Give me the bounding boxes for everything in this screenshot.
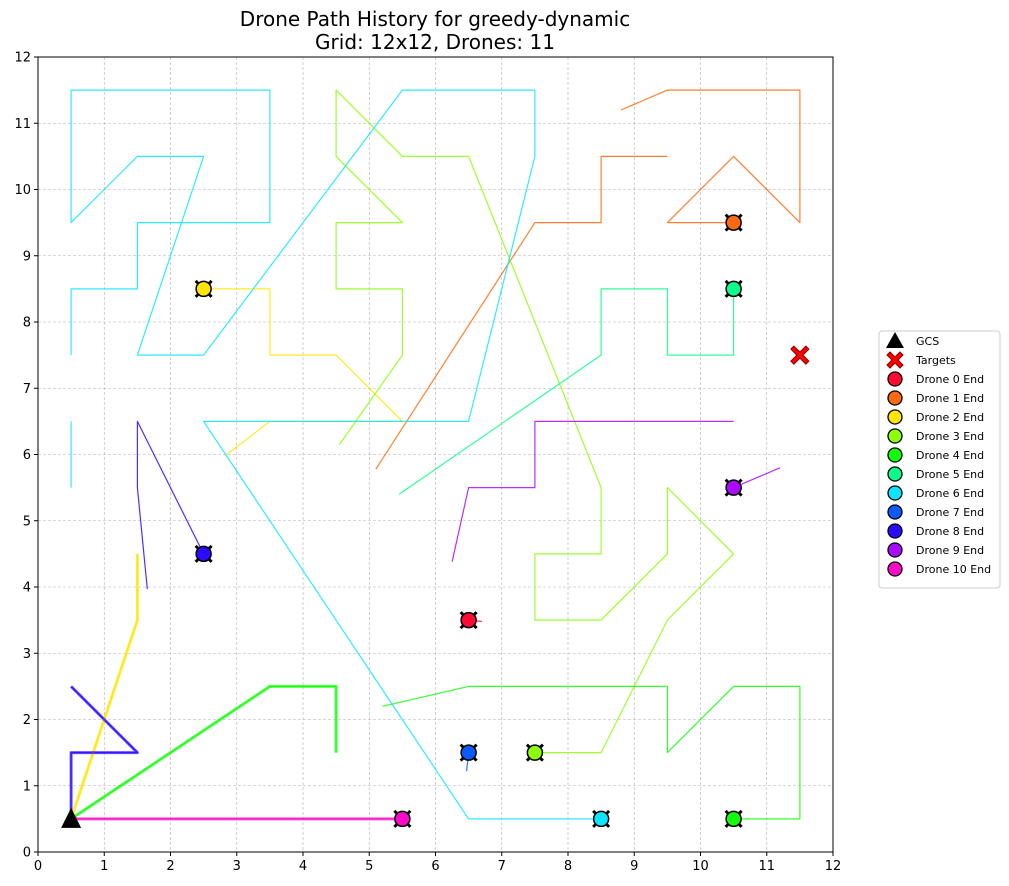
legend-targets-icon	[886, 351, 904, 369]
legend-drone-5-label: Drone 5 End	[916, 468, 984, 481]
drone-9-end-marker	[725, 479, 742, 496]
x-tick-label: 5	[365, 859, 373, 874]
drone-10-end-marker	[394, 810, 411, 828]
legend-drone-0-label: Drone 0 End	[916, 373, 984, 386]
drone-1-end-marker	[725, 214, 742, 231]
drone-2-end-marker	[195, 280, 212, 298]
drone-end-markers	[61, 213, 810, 828]
legend-drone-7-label: Drone 7 End	[916, 506, 984, 519]
x-tick-label: 3	[233, 859, 241, 874]
legend-drone-6-icon	[887, 485, 903, 501]
thick-path-segment	[70, 684, 338, 821]
drone-5-path	[398, 288, 735, 495]
legend: GCS Targets Drone 0 End Drone 1 End Drone 2 …	[878, 330, 1001, 589]
legend-drone-6-label: Drone 6 End	[916, 487, 984, 500]
legend-drone-2-label: Drone 2 End	[916, 411, 984, 424]
chart-subtitle: Grid: 12x12, Drones: 11	[315, 30, 555, 54]
drone-5-end-marker	[725, 280, 742, 298]
legend-targets-label: Targets	[915, 354, 956, 367]
y-tick-label: 1	[23, 779, 31, 794]
y-tick-label: 4	[23, 581, 31, 596]
legend-box	[878, 330, 1001, 589]
y-tick-label: 8	[23, 316, 31, 331]
drone-0-end-marker	[460, 611, 477, 629]
y-tick-label: 10	[14, 183, 31, 198]
legend-drone-5-icon	[887, 466, 903, 482]
legend-drone-3-icon	[887, 428, 903, 444]
y-tick-label: 7	[23, 382, 31, 397]
legend-drone-2-icon	[887, 409, 903, 425]
y-tick-label: 9	[23, 249, 31, 264]
drone-4-end-marker	[725, 810, 742, 828]
drone-8-end-marker	[195, 545, 212, 563]
thick-path-segment	[69, 685, 139, 819]
legend-gcs-icon	[886, 332, 904, 348]
legend-drone-1-icon	[887, 390, 903, 406]
drone-3-end-marker	[526, 744, 544, 761]
drone-6-end-marker	[592, 810, 610, 828]
x-tick-label: 2	[166, 859, 174, 874]
drone-7-end-marker	[460, 744, 477, 761]
y-tick-label: 2	[23, 713, 31, 728]
drone-paths	[69, 89, 801, 821]
x-tick-label: 4	[299, 859, 307, 874]
drone-9-path	[451, 420, 781, 562]
x-tick-label: 1	[100, 859, 108, 874]
legend-drone-3-label: Drone 3 End	[916, 430, 984, 443]
drone-3-path	[335, 89, 735, 754]
y-tick-label: 11	[14, 117, 31, 132]
legend-gcs-label: GCS	[916, 335, 939, 348]
gcs-marker	[61, 807, 82, 828]
legend-drone-7-icon	[887, 504, 903, 520]
target-marker	[790, 345, 810, 365]
chart-title: Drone Path History for greedy-dynamic	[240, 7, 630, 31]
y-tick-label: 12	[14, 51, 31, 66]
legend-drone-9-icon	[887, 542, 903, 558]
y-tick-label: 6	[23, 448, 31, 463]
x-tick-label: 12	[825, 859, 842, 874]
legend-drone-8-label: Drone 8 End	[916, 525, 984, 538]
legend-drone-10-icon	[887, 561, 903, 577]
x-tick-label: 0	[34, 859, 42, 874]
x-tick-label: 8	[564, 859, 572, 874]
legend-drone-10-label: Drone 10 End	[916, 563, 991, 576]
legend-drone-0-icon	[887, 371, 903, 387]
x-tick-label: 7	[498, 859, 506, 874]
x-tick-label: 10	[692, 859, 709, 874]
x-tick-label: 11	[758, 859, 775, 874]
drone-1-path	[375, 89, 801, 470]
legend-drone-4-icon	[887, 447, 903, 463]
legend-drone-8-icon	[887, 523, 903, 539]
x-tick-label: 6	[431, 859, 439, 874]
legend-drone-4-label: Drone 4 End	[916, 449, 984, 462]
y-tick-label: 0	[23, 846, 31, 861]
x-tick-label: 9	[630, 859, 638, 874]
y-tick-label: 5	[23, 514, 31, 529]
y-tick-label: 3	[23, 647, 31, 662]
drone-6-path	[70, 89, 602, 820]
legend-drone-9-label: Drone 9 End	[916, 544, 984, 557]
legend-drone-1-label: Drone 1 End	[916, 392, 984, 405]
